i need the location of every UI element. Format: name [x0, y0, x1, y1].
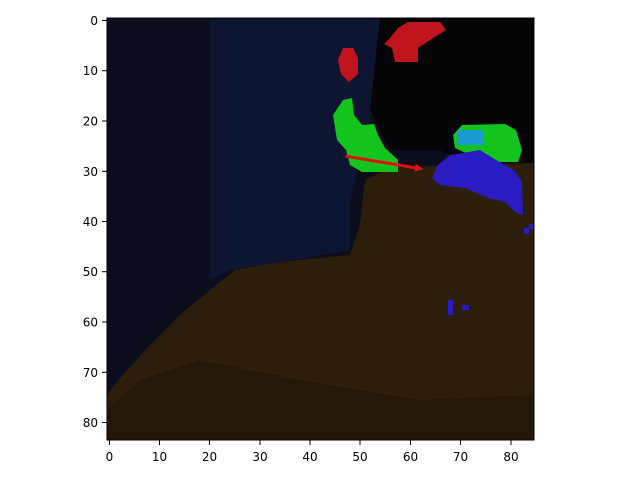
- x-tick-label: 80: [503, 450, 518, 464]
- blue-mask-speck-1: [448, 300, 453, 315]
- blue-mask-speck-2: [462, 305, 469, 310]
- x-tick-label: 40: [302, 450, 317, 464]
- red-mask-small: [338, 48, 358, 82]
- green-mask-left: [333, 98, 398, 172]
- x-tick-label: 30: [252, 450, 267, 464]
- y-tick-label: 50: [83, 265, 98, 279]
- x-tick-label: 10: [152, 450, 167, 464]
- y-tick-label: 80: [83, 416, 98, 430]
- floor-dark-region: [107, 360, 534, 440]
- y-tick-label: 20: [83, 115, 98, 129]
- blue-mask-speck-3: [524, 228, 529, 234]
- y-tick-label: 70: [83, 366, 98, 380]
- x-tick-label: 50: [352, 450, 367, 464]
- y-tick-label: 60: [83, 316, 98, 330]
- blue-mask: [432, 150, 523, 215]
- image-area: [107, 18, 534, 440]
- red-mask-top: [384, 22, 446, 62]
- axes-frame: [106, 17, 535, 441]
- cyan-mask: [458, 130, 484, 145]
- y-axis: 0 10 20 30 40 50 60 70 80: [83, 14, 107, 430]
- x-tick-label: 70: [453, 450, 468, 464]
- y-tick-label: 30: [83, 165, 98, 179]
- direction-arrow: [345, 154, 423, 172]
- x-axis: 0 10 20 30 40 50 60 70 80: [106, 440, 519, 464]
- x-tick-label: 0: [106, 450, 114, 464]
- y-tick-label: 40: [83, 215, 98, 229]
- y-tick-label: 0: [90, 14, 98, 28]
- y-tick-label: 10: [83, 64, 98, 78]
- x-tick-label: 60: [403, 450, 418, 464]
- navy-wall-region: [210, 18, 390, 280]
- blue-mask-speck-4: [529, 224, 534, 229]
- x-tick-label: 20: [202, 450, 217, 464]
